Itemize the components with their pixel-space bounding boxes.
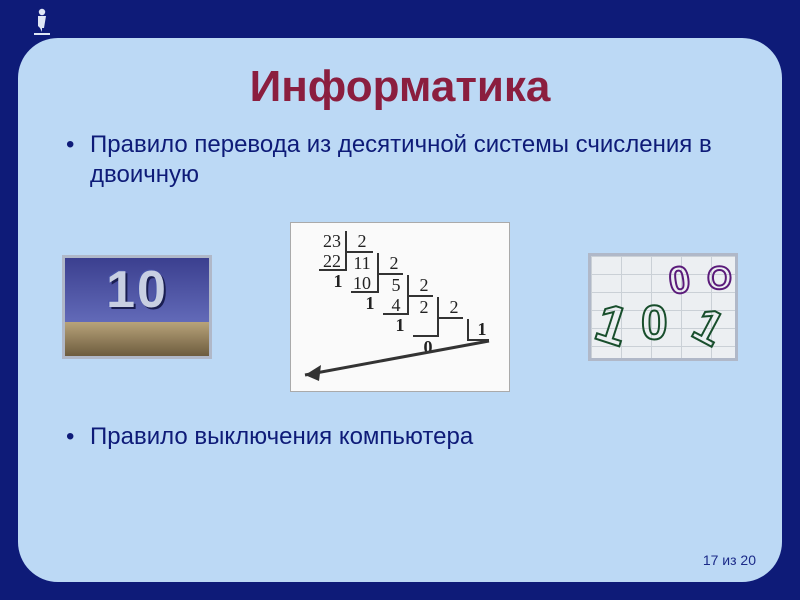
div-r1c: 1 <box>387 315 413 336</box>
div-10: 10 <box>349 273 375 294</box>
image-binary-wall: 1 0 0 O 1 <box>588 253 738 361</box>
corner-icon <box>30 6 54 36</box>
slide-title: Информатика <box>56 62 744 112</box>
glyph-zero-a: 0 <box>641 296 668 351</box>
div-23: 23 <box>319 231 345 252</box>
images-row: 10 23 2 22 11 <box>62 222 738 392</box>
page-counter: 17 из 20 <box>703 552 756 568</box>
ten-ground <box>65 322 209 356</box>
div-2a: 2 <box>349 231 375 252</box>
bullet-rule-1: Правило перевода из десятичной системы с… <box>64 130 744 190</box>
div-r1b: 1 <box>357 293 383 314</box>
div-2d: 2 <box>441 297 467 318</box>
image-division-ladder: 23 2 22 11 2 1 10 5 2 1 4 2 2 1 0 1 <box>290 222 510 392</box>
div-5: 5 <box>383 275 409 296</box>
bullet-list-1: Правило перевода из десятичной системы с… <box>64 130 744 190</box>
image-decimal-ten: 10 <box>62 255 212 359</box>
ten-sky: 10 <box>65 258 209 322</box>
ten-digits: 10 <box>106 260 168 320</box>
div-r1a: 1 <box>325 271 351 292</box>
bullet-list-2: Правило выключения компьютера <box>64 422 744 452</box>
div-e2: 2 <box>411 297 437 318</box>
div-2c: 2 <box>411 275 437 296</box>
div-11: 11 <box>349 253 375 274</box>
division-arrow-icon <box>299 335 499 387</box>
slide-card: Информатика Правило перевода из десятичн… <box>18 38 782 582</box>
div-4: 4 <box>383 295 409 316</box>
bullet-rule-2: Правило выключения компьютера <box>64 422 744 452</box>
div-2b: 2 <box>381 253 407 274</box>
glyph-o-c: O <box>707 260 732 297</box>
div-22: 22 <box>319 251 345 272</box>
